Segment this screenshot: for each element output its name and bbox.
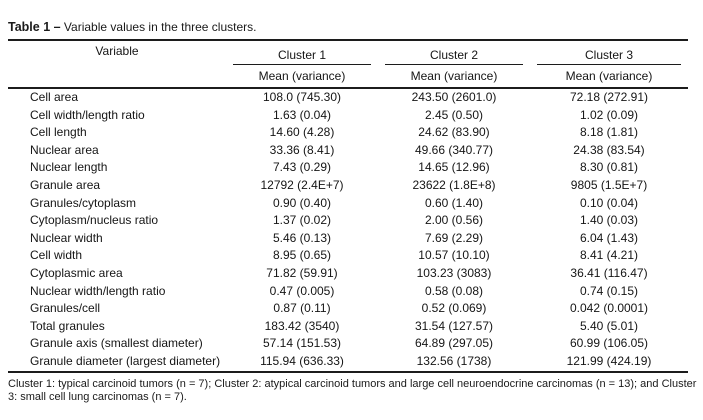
cluster1-value-cell: 0.87 (0.11) <box>273 301 331 316</box>
cluster1-value-cell: 0.47 (0.005) <box>269 283 335 298</box>
cluster2-value-cell: 64.89 (297.05) <box>414 336 494 351</box>
cluster1-value-cell: 1.37 (0.02) <box>272 213 332 228</box>
cluster3-value-cell: 36.41 (116.47) <box>570 265 648 280</box>
cluster3-value-cell: 8.41 (4.21) <box>579 248 639 263</box>
cluster2-value-cell: 132.56 (1738) <box>378 352 530 373</box>
variable-cell: Granules/cell <box>30 301 101 316</box>
subheader-cluster3: Mean (variance) <box>530 65 688 89</box>
cluster1-value-cell: 71.82 (59.91) <box>266 265 338 280</box>
cluster1-value-cell: 8.95 (0.65) <box>272 248 332 263</box>
table-row: Nuclear width/length ratio 0.47 (0.005) … <box>8 283 688 301</box>
cluster2-value-cell: 0.60 (1.40) <box>424 195 484 210</box>
cluster3-value-cell: 1.02 (0.09) <box>579 107 639 122</box>
variable-cell: Nuclear width/length ratio <box>30 283 166 298</box>
clusters-table: Variable Cluster 1 Cluster 2 Cluster 3 M… <box>8 39 688 373</box>
table-body: Cell area 108.0 (745.30) 243.50 (2601.0)… <box>8 88 688 373</box>
variable-cell: Nuclear area <box>30 142 99 157</box>
cluster3-value-cell: 60.99 (106.05) <box>569 336 649 351</box>
cluster2-value-cell: 2.45 (0.50) <box>424 107 484 122</box>
cluster3-value-cell: 121.99 (424.19) <box>530 352 688 373</box>
table-footnote: Cluster 1: typical carcinoid tumors (n =… <box>8 377 697 404</box>
table-row: Granule diameter (largest diameter) 115.… <box>8 352 688 373</box>
cluster1-value-cell: 5.46 (0.13) <box>272 230 332 245</box>
variable-cell: Cell width/length ratio <box>30 107 145 122</box>
variable-cell: Total granules <box>30 318 105 333</box>
column-header-cluster2: Cluster 2 <box>378 40 530 65</box>
cluster2-value-cell: 24.62 (83.90) <box>418 125 490 140</box>
variable-cell: Cell width <box>30 248 83 263</box>
table-row: Cell width 8.95 (0.65) 10.57 (10.10) 8.4… <box>8 247 688 265</box>
variable-cell: Granule diameter (largest diameter) <box>8 352 226 373</box>
subheader-cluster2: Mean (variance) <box>378 65 530 89</box>
cluster2-value-cell: 23622 (1.8E+8) <box>412 177 496 192</box>
cluster2-value-cell: 49.66 (340.77) <box>414 142 494 157</box>
subheader-cluster1: Mean (variance) <box>226 65 378 89</box>
variable-cell: Nuclear length <box>30 160 108 175</box>
cluster2-value-cell: 2.00 (0.56) <box>424 213 484 228</box>
cluster2-value-cell: 31.54 (127.57) <box>414 318 494 333</box>
header-row-clusters: Variable Cluster 1 Cluster 2 Cluster 3 <box>8 40 688 65</box>
cluster1-value-cell: 1.63 (0.04) <box>272 107 332 122</box>
variable-cell: Granule area <box>30 177 101 192</box>
table-row: Granules/cytoplasm 0.90 (0.40) 0.60 (1.4… <box>8 195 688 213</box>
cluster3-value-cell: 0.10 (0.04) <box>579 195 639 210</box>
table-row: Cell length 14.60 (4.28) 24.62 (83.90) 8… <box>8 124 688 142</box>
cluster1-value-cell: 0.90 (0.40) <box>272 195 332 210</box>
table-row: Cytoplasmic area 71.82 (59.91) 103.23 (3… <box>8 265 688 283</box>
table-row: Nuclear width 5.46 (0.13) 7.69 (2.29) 6.… <box>8 230 688 248</box>
table-header: Variable Cluster 1 Cluster 2 Cluster 3 M… <box>8 40 688 89</box>
variable-cell: Granules/cytoplasm <box>30 195 137 210</box>
table-row: Granule axis (smallest diameter) 57.14 (… <box>8 335 688 353</box>
cluster2-value-cell: 103.23 (3083) <box>416 265 492 280</box>
subheader-spacer <box>8 65 226 89</box>
table-caption: Table 1 – Variable values in the three c… <box>0 0 703 34</box>
variable-cell: Cell area <box>30 90 79 104</box>
cluster1-value-cell: 12792 (2.4E+7) <box>260 177 344 192</box>
cluster2-value-cell: 10.57 (10.10) <box>418 248 490 263</box>
table-caption-label: Table 1 – <box>8 20 61 34</box>
cluster2-value-cell: 7.69 (2.29) <box>424 230 484 245</box>
cluster1-value-cell: 33.36 (8.41) <box>269 142 335 157</box>
column-header-cluster1: Cluster 1 <box>226 40 378 65</box>
cluster3-value-cell: 24.38 (83.54) <box>573 142 645 157</box>
column-header-cluster3: Cluster 3 <box>530 40 688 65</box>
cluster2-value-cell: 0.58 (0.08) <box>424 283 484 298</box>
cluster2-value-cell: 14.65 (12.96) <box>418 160 490 175</box>
variable-cell: Nuclear width <box>30 230 103 245</box>
cluster3-value-cell: 0.74 (0.15) <box>579 283 639 298</box>
cluster1-value-cell: 108.0 (745.30) <box>262 90 342 104</box>
variable-cell: Cell length <box>30 125 87 140</box>
variable-cell: Cytoplasm/nucleus ratio <box>30 213 159 228</box>
cluster1-value-cell: 183.42 (3540) <box>264 318 340 333</box>
variable-cell: Cytoplasmic area <box>30 265 123 280</box>
cluster2-value-cell: 0.52 (0.069) <box>421 301 487 316</box>
table-row: Granules/cell 0.87 (0.11) 0.52 (0.069) 0… <box>8 300 688 318</box>
cluster3-value-cell: 1.40 (0.03) <box>579 213 639 228</box>
table-row: Cytoplasm/nucleus ratio 1.37 (0.02) 2.00… <box>8 212 688 230</box>
header-row-subheader: Mean (variance) Mean (variance) Mean (va… <box>8 65 688 89</box>
table-row: Granule area 12792 (2.4E+7) 23622 (1.8E+… <box>8 177 688 195</box>
cluster3-value-cell: 5.40 (5.01) <box>579 318 639 333</box>
cluster1-value-cell: 57.14 (151.53) <box>262 336 342 351</box>
cluster3-value-cell: 6.04 (1.43) <box>579 230 639 245</box>
column-header-variable: Variable <box>95 44 139 58</box>
table-caption-text: Variable values in the three clusters. <box>63 20 257 34</box>
variable-cell: Granule axis (smallest diameter) <box>30 336 203 351</box>
cluster3-value-cell: 8.18 (1.81) <box>579 125 639 140</box>
table-row: Cell width/length ratio 1.63 (0.04) 2.45… <box>8 107 688 125</box>
cluster1-value-cell: 14.60 (4.28) <box>269 125 335 140</box>
cluster1-value-cell: 115.94 (636.33) <box>226 352 378 373</box>
table-row: Nuclear area 33.36 (8.41) 49.66 (340.77)… <box>8 142 688 160</box>
table-row: Cell area 108.0 (745.30) 243.50 (2601.0)… <box>8 88 688 107</box>
cluster3-value-cell: 72.18 (272.91) <box>569 90 649 104</box>
cluster3-value-cell: 0.042 (0.0001) <box>569 301 649 316</box>
table-row: Nuclear length 7.43 (0.29) 14.65 (12.96)… <box>8 159 688 177</box>
cluster3-value-cell: 8.30 (0.81) <box>579 160 639 175</box>
cluster2-value-cell: 243.50 (2601.0) <box>411 90 497 104</box>
cluster1-value-cell: 7.43 (0.29) <box>272 160 332 175</box>
table-row: Total granules 183.42 (3540) 31.54 (127.… <box>8 318 688 336</box>
cluster3-value-cell: 9805 (1.5E+7) <box>570 177 648 192</box>
